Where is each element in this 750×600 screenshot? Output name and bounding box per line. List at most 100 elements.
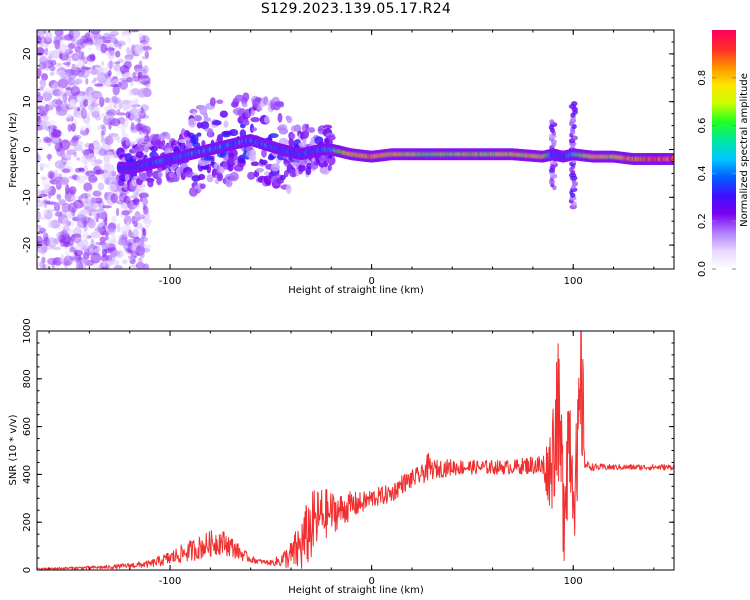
- spectrogram-cell: [101, 60, 105, 67]
- spectrogram-cell: [179, 141, 186, 151]
- spectrogram-cell: [114, 50, 121, 58]
- spectrogram-cell: [72, 233, 82, 244]
- spectrogram-cell: [83, 98, 89, 107]
- spectrogram-cell: [58, 234, 66, 243]
- spectrogram-cell: [62, 62, 71, 66]
- spectrogram-cell: [81, 64, 86, 75]
- spectrogram-cell: [211, 119, 222, 126]
- spectrogram-cell: [92, 92, 101, 99]
- spectrogram-cell: [134, 64, 141, 69]
- colorbar-tick-label: 0.2: [697, 213, 708, 229]
- spectrogram-cell: [80, 198, 90, 203]
- spectrogram-cell: [280, 174, 286, 180]
- spectrogram-cell: [126, 76, 133, 83]
- spectrogram-cell: [126, 221, 130, 230]
- spectrogram-cell: [56, 97, 62, 109]
- spectrogram-cell: [110, 112, 114, 118]
- spectrogram-cell: [107, 48, 116, 60]
- y-tick-label: 400: [22, 465, 33, 484]
- spectrogram-cell: [89, 217, 94, 226]
- spectrogram-cell: [255, 167, 264, 173]
- spectrogram-cell: [132, 244, 137, 254]
- spectrogram-cell: [139, 250, 145, 259]
- spectrogram-cell: [59, 52, 69, 61]
- spectrogram-cell: [88, 174, 98, 184]
- spectrogram-cell: [260, 159, 268, 165]
- spectrogram-cell: [62, 93, 68, 103]
- spectrogram-cell: [73, 249, 84, 257]
- spectrogram-cell: [200, 183, 206, 190]
- spectrogram-cell: [254, 97, 263, 103]
- spectrogram-cell: [133, 197, 140, 206]
- spectrogram-cell: [47, 237, 58, 248]
- spectrogram-cell: [37, 262, 41, 268]
- spectrogram-y-axis-label: Frequency (Hz): [8, 112, 19, 188]
- spectrogram-cell: [248, 154, 257, 162]
- spectrogram-cell: [206, 163, 212, 174]
- y-tick-label: 600: [22, 417, 33, 436]
- spectrogram-cell: [102, 260, 107, 269]
- colorbar-tick-label: 0.8: [697, 70, 708, 86]
- spectrogram-cell: [47, 170, 56, 179]
- spectrogram-cell: [82, 239, 89, 250]
- spectrogram-cell: [88, 47, 92, 52]
- spectrogram-cell: [100, 43, 108, 54]
- spectrogram-cell: [144, 145, 150, 153]
- spectrogram-cell: [95, 45, 101, 51]
- chart-title: S129.2023.139.05.17.R24: [260, 1, 452, 17]
- spectrogram-cell: [132, 229, 139, 238]
- spectrogram-cell: [88, 248, 94, 253]
- spectrogram-cell: [59, 39, 64, 51]
- spectrogram-cell: [50, 59, 57, 66]
- spectrogram-cell: [289, 133, 296, 140]
- spectrogram-cell: [56, 193, 62, 200]
- spectrogram-cell: [216, 99, 224, 105]
- x-tick-label: -100: [159, 276, 182, 287]
- spectrogram-cell: [135, 151, 144, 159]
- snr-x-ticks: -100 0 100: [48, 331, 655, 587]
- spectrogram-cell: [130, 113, 140, 120]
- spectrogram-cell: [87, 104, 95, 111]
- spectrogram-cell: [209, 97, 216, 107]
- spectrogram-cell: [306, 127, 316, 133]
- spectrogram-cell: [75, 262, 80, 269]
- spectrogram-cell: [86, 54, 96, 62]
- spectrogram-cell: [265, 180, 272, 186]
- spectrogram-cell: [244, 119, 250, 126]
- snr-series-line: [37, 331, 674, 570]
- spectrogram-cell: [94, 227, 104, 232]
- spectrogram-cell: [52, 246, 62, 251]
- spectrogram-cell: [83, 182, 93, 192]
- spectrogram-cell: [105, 259, 114, 267]
- spectrogram-cell: [60, 35, 71, 41]
- spectrogram-cell: [64, 250, 72, 256]
- spectrogram-cell: [78, 50, 83, 61]
- spectrogram-cell: [70, 196, 76, 202]
- spectrogram-cell: [54, 201, 59, 211]
- spectrogram-cell: [278, 101, 285, 108]
- spectrogram-cell: [42, 115, 50, 121]
- spectrogram-cell: [123, 215, 132, 226]
- x-tick-label: 0: [368, 576, 374, 587]
- spectrogram-cell: [76, 213, 86, 222]
- spectrogram-cell: [251, 127, 258, 132]
- spectrogram-cell: [94, 83, 104, 87]
- spectrogram-cell: [86, 95, 92, 101]
- spectrogram-cell: [116, 108, 121, 114]
- x-tick-label: 100: [564, 276, 583, 287]
- spectrogram-cell: [196, 132, 202, 137]
- spectrogram-cell: [92, 203, 100, 214]
- spectrogram-cell: [54, 30, 64, 37]
- spectrogram-cell: [60, 147, 66, 159]
- spectrogram-cell: [268, 133, 279, 139]
- spectrogram-cell: [100, 254, 109, 262]
- spectrogram-cell: [80, 129, 89, 136]
- spectrogram-cell: [297, 164, 307, 172]
- spectrogram-x-ticks: -100 0 100: [48, 30, 655, 287]
- colorbar-tick-label: 0.4: [697, 165, 708, 181]
- spectrogram-cell: [108, 222, 117, 230]
- colorbar-label: Normalized spectral amplitude: [739, 73, 750, 227]
- spectrogram-cell: [123, 229, 129, 238]
- spectrogram-cell: [103, 157, 111, 167]
- spectrogram-cell: [107, 183, 118, 192]
